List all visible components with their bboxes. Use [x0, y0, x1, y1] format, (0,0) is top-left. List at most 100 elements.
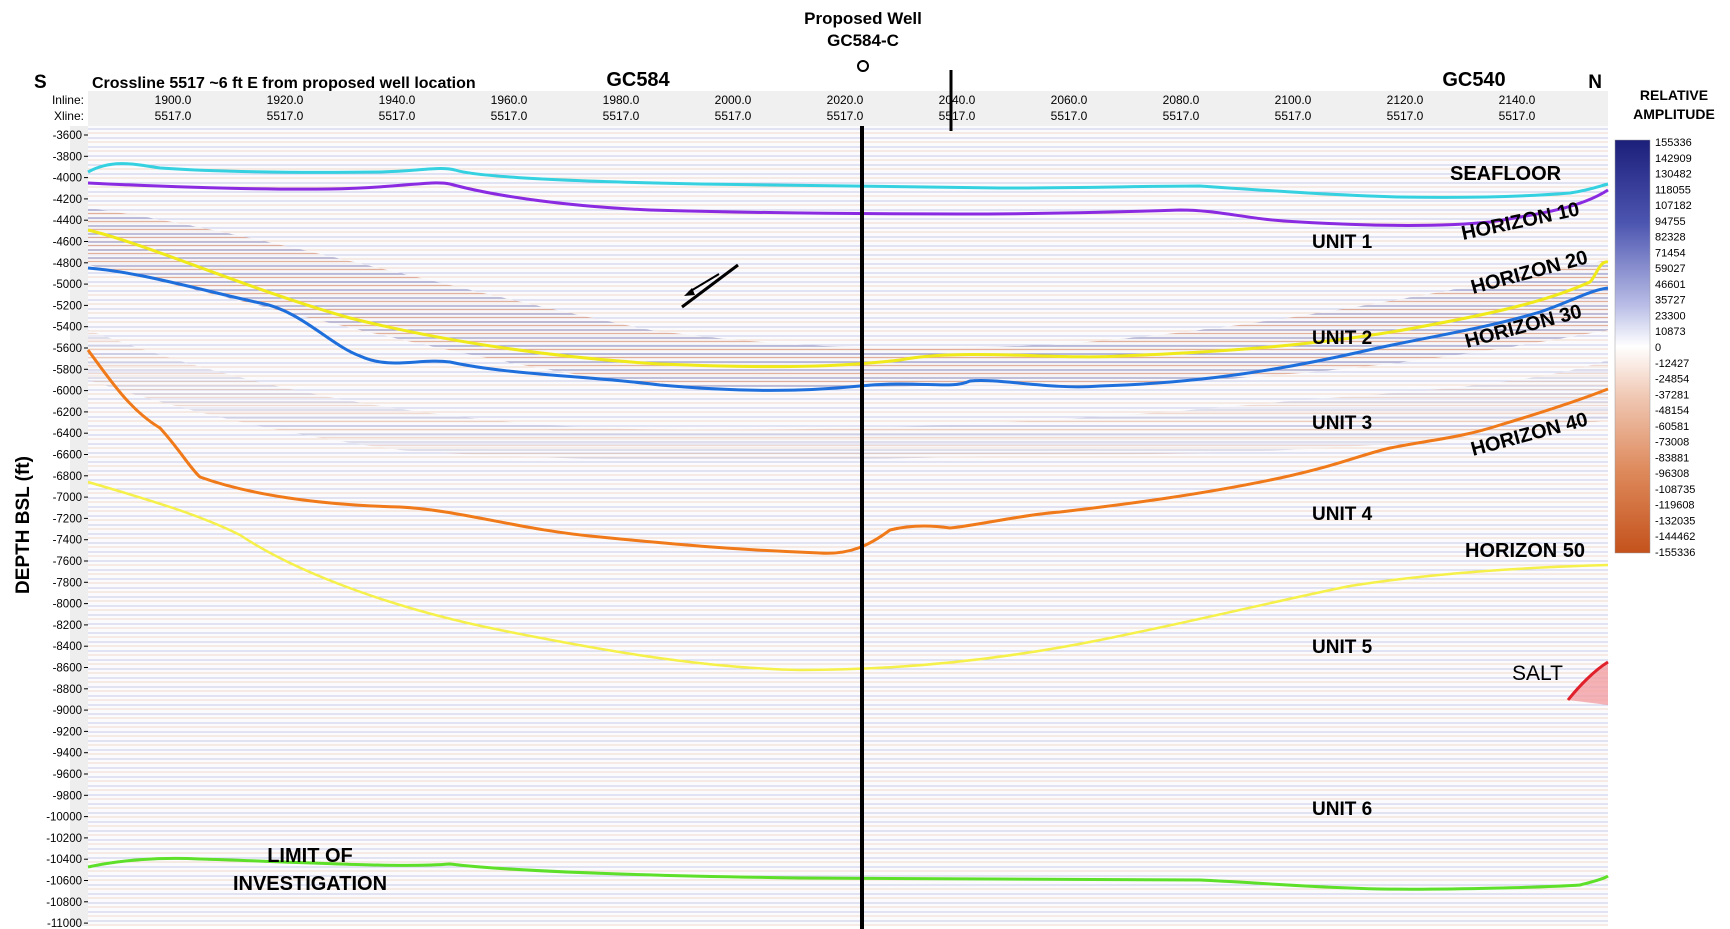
unit-1-label: UNIT 1 [1312, 232, 1373, 253]
block-gc540: GC540 [1442, 69, 1505, 91]
y-tick-label: -6800 [53, 471, 82, 483]
limit-label-line2: INVESTIGATION [233, 873, 387, 895]
y-tick-label: -9800 [53, 790, 82, 802]
colorbar-tick-label: 130482 [1655, 169, 1692, 181]
y-tick-label: -6000 [53, 386, 82, 398]
inline-value: 1900.0 [155, 93, 192, 107]
annotation-band [88, 91, 1608, 126]
seismic-panel [88, 126, 1608, 926]
colorbar-tick-label: 46601 [1655, 279, 1686, 291]
inline-value: 1940.0 [379, 93, 416, 107]
xline-value: 5517.0 [603, 109, 640, 123]
y-tick-label: -9200 [53, 726, 82, 738]
colorbar-tick-label: 71454 [1655, 247, 1686, 259]
y-tick-label: -4200 [53, 194, 82, 206]
y-tick-label: -8200 [53, 620, 82, 632]
reflective-band-2 [88, 330, 1608, 460]
inline-value: 1980.0 [603, 93, 640, 107]
inline-value: 1960.0 [491, 93, 528, 107]
horizon-50 [87, 480, 1609, 672]
colorbar-tick-label: 10873 [1655, 326, 1686, 338]
colorbar-gradient [1614, 139, 1651, 554]
colorbar-tick-label: -24854 [1655, 374, 1689, 386]
y-tick-label: -8400 [53, 641, 82, 653]
y-tick-label: -5600 [53, 343, 82, 355]
salt-boundary [1566, 660, 1609, 701]
xline-value: 5517.0 [1051, 109, 1088, 123]
y-tick-label: -7600 [53, 556, 82, 568]
y-tick-label: -4000 [53, 173, 82, 185]
colorbar-tick-label: -144462 [1655, 531, 1695, 543]
inline-value: 2100.0 [1275, 93, 1312, 107]
horizon-20 [87, 228, 1609, 369]
colorbar-tick-label: -12427 [1655, 358, 1689, 370]
south-direction: S [34, 72, 47, 93]
y-tick-label: -4800 [53, 258, 82, 270]
fault-indicator [681, 263, 739, 309]
inline-value: 2120.0 [1387, 93, 1424, 107]
colorbar-tick-label: -96308 [1655, 468, 1689, 480]
colorbar-tick-label: -132035 [1655, 515, 1695, 527]
well-name: GC584-C [827, 31, 899, 50]
colorbar-tick-label: -60581 [1655, 421, 1689, 433]
y-tick-label: -8600 [53, 663, 82, 675]
colorbar-tick-label: 94755 [1655, 216, 1686, 228]
colorbar-tick-label: 23300 [1655, 310, 1686, 322]
xline-value: 5517.0 [1275, 109, 1312, 123]
horizon-30 [87, 266, 1609, 392]
inline-value: 2080.0 [1163, 93, 1200, 107]
colorbar-tick-label: -48154 [1655, 405, 1689, 417]
xline-label: Xline: [54, 109, 84, 123]
limit-label-line1: LIMIT OF [267, 845, 353, 867]
xline-value: 5517.0 [379, 109, 416, 123]
y-tick-label: -8000 [53, 599, 82, 611]
colorbar-tick-label: 82328 [1655, 232, 1686, 244]
colorbar-tick-label: 107182 [1655, 200, 1692, 212]
colorbar-ticks: 155336 142909 130482 118055 107182 94755 82328… [1655, 137, 1695, 559]
xline-value: 5517.0 [491, 109, 528, 123]
y-tick-label: -6400 [53, 428, 82, 440]
y-tick-label: -10800 [46, 897, 82, 909]
crossline-title: Crossline 5517 ~6 ft E from proposed wel… [92, 75, 476, 92]
colorbar-tick-label: -37281 [1655, 389, 1689, 401]
y-tick-label: -5000 [53, 279, 82, 291]
y-tick-label: -10200 [46, 833, 82, 845]
seafloor-label: SEAFLOOR [1450, 163, 1562, 185]
colorbar-title-line2: AMPLITUDE [1633, 106, 1715, 122]
xline-value: 5517.0 [267, 109, 304, 123]
inline-value: 2000.0 [715, 93, 752, 107]
colorbar-tick-label: 59027 [1655, 263, 1686, 275]
inline-value: 1920.0 [267, 93, 304, 107]
y-tick-label: -7200 [53, 513, 82, 525]
colorbar-tick-label: -108735 [1655, 484, 1695, 496]
y-tick-label: -6600 [53, 450, 82, 462]
block-gc584: GC584 [606, 69, 670, 91]
y-tick-label: -7400 [53, 535, 82, 547]
y-axis-bar [70, 126, 88, 926]
inline-value: 2020.0 [827, 93, 864, 107]
y-tick-label: -3800 [53, 151, 82, 163]
y-tick-label: -5400 [53, 322, 82, 334]
y-axis-ticks: -3600 -3800 -4000 -4200 -4400 -4600 -4800 -5000… [46, 130, 88, 929]
well-label: Proposed Well [804, 9, 922, 28]
y-axis-label: DEPTH BSL (ft) [13, 456, 34, 594]
xline-value: 5517.0 [827, 109, 864, 123]
y-tick-label: -9600 [53, 769, 82, 781]
y-tick-label: -10400 [46, 854, 82, 866]
y-tick-label: -3600 [53, 130, 82, 142]
salt-body [1568, 662, 1608, 705]
limit-of-investigation [87, 856, 1609, 891]
north-direction: N [1588, 72, 1602, 93]
y-tick-label: -7000 [53, 492, 82, 504]
xline-value: 5517.0 [1499, 109, 1536, 123]
seafloor-horizon [87, 162, 1609, 199]
horizon-lines [86, 162, 1609, 891]
inline-value: 2140.0 [1499, 93, 1536, 107]
xline-value: 5517.0 [155, 109, 192, 123]
horizon-50-label: HORIZON 50 [1465, 540, 1585, 562]
colorbar-tick-label: 142909 [1655, 153, 1692, 165]
colorbar-tick-label: -119608 [1655, 500, 1695, 512]
horizon-10 [87, 181, 1609, 227]
y-tick-label: -6200 [53, 407, 82, 419]
